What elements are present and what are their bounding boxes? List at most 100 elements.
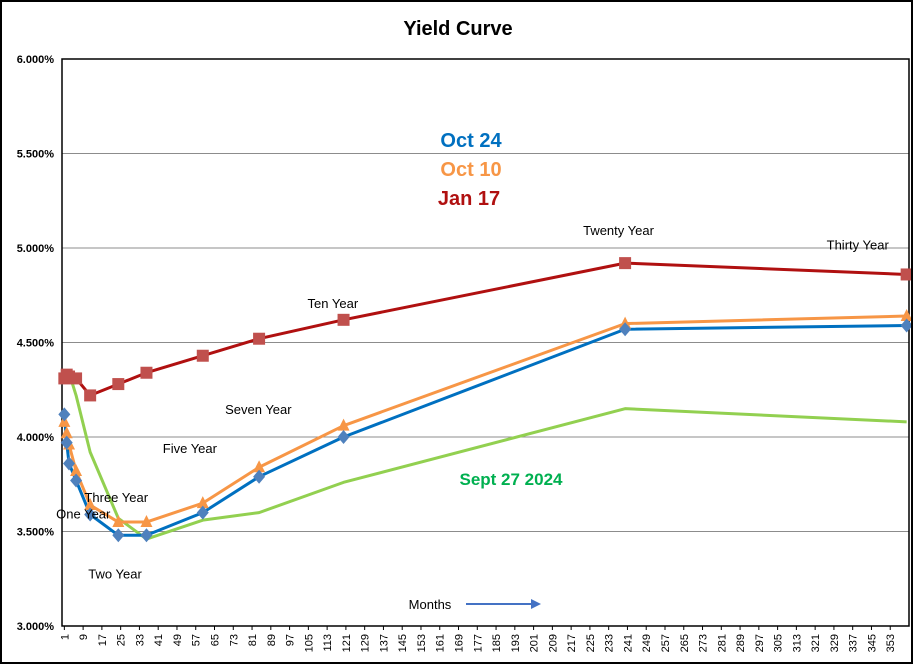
annotation-one-year: One Year xyxy=(56,506,111,521)
axes xyxy=(61,58,910,627)
x-tick-label: 297 xyxy=(754,634,766,652)
y-tick-label: 5.000% xyxy=(17,243,55,255)
marker-oct-24 xyxy=(196,505,209,520)
y-tick-label: 4.500% xyxy=(17,338,55,350)
x-tick-label: 145 xyxy=(397,634,409,652)
x-tick-label: 353 xyxy=(885,634,897,652)
marker-oct-10 xyxy=(84,498,97,511)
marker-jan-17 xyxy=(337,313,350,326)
marker-oct-24 xyxy=(140,528,153,543)
plot-area-border xyxy=(61,58,910,627)
annotation-ten-year: Ten Year xyxy=(308,296,359,311)
series-markers xyxy=(58,257,911,543)
annotation-seven-year: Seven Year xyxy=(225,402,292,417)
x-tick-label: 265 xyxy=(679,634,691,652)
annotation-three-year: Three Year xyxy=(84,490,148,505)
marker-oct-24 xyxy=(70,473,83,488)
legend-oct-10: Oct 10 xyxy=(440,159,501,181)
series-lines xyxy=(62,261,907,541)
x-tick-label: 217 xyxy=(566,634,578,652)
x-axis-title: Months xyxy=(409,597,452,612)
x-tick-label: 41 xyxy=(153,634,165,646)
y-axis-tick-labels: 3.000% 3.500% 4.000% 4.500% 5.000% 5.500% 6.00… xyxy=(17,54,55,633)
marker-oct-24 xyxy=(337,430,350,444)
marker-oct-10 xyxy=(196,496,209,509)
x-tick-label: 209 xyxy=(547,634,559,652)
x-tick-label: 201 xyxy=(529,634,541,652)
x-tick-label: 89 xyxy=(266,634,278,646)
marker-jan-17 xyxy=(619,257,632,270)
x-tick-label: 273 xyxy=(698,634,710,652)
marker-oct-10 xyxy=(253,460,266,473)
annotation-five-year: Five Year xyxy=(163,441,218,456)
x-tick-label: 153 xyxy=(416,634,428,652)
months-arrow-head-icon xyxy=(531,599,541,609)
x-tick-label: 105 xyxy=(303,634,315,652)
x-tick-label: 137 xyxy=(378,634,390,652)
x-tick-label: 121 xyxy=(341,634,353,652)
marker-oct-10 xyxy=(337,418,350,431)
x-tick-label: 257 xyxy=(660,634,672,652)
point-annotations: One Year Two Year Three Year Five Year Seven… xyxy=(56,223,889,581)
marker-oct-10 xyxy=(140,515,153,528)
x-tick-label: 249 xyxy=(641,634,653,652)
x-tick-label: 193 xyxy=(510,634,522,652)
x-tick-label: 33 xyxy=(134,634,146,646)
x-tick-label: 345 xyxy=(866,634,878,652)
x-tick-label: 73 xyxy=(228,634,240,646)
y-tick-label: 4.000% xyxy=(17,432,55,444)
marker-jan-17 xyxy=(70,372,83,385)
x-tick-label: 329 xyxy=(829,634,841,652)
series-line-oct-24 xyxy=(62,323,907,537)
x-tick-label: 81 xyxy=(247,634,259,646)
x-tick-label: 241 xyxy=(622,634,634,652)
marker-oct-10 xyxy=(900,309,911,322)
marker-oct-24 xyxy=(84,507,97,522)
marker-jan-17 xyxy=(84,389,97,402)
y-tick-label: 3.000% xyxy=(17,621,55,633)
x-tick-label: 337 xyxy=(848,634,860,652)
x-tick-label: 97 xyxy=(285,634,297,646)
x-tick-label: 233 xyxy=(604,634,616,652)
x-tick-label: 113 xyxy=(322,634,334,652)
x-tick-label: 25 xyxy=(116,634,128,646)
x-tick-label: 17 xyxy=(97,634,109,646)
marker-jan-17 xyxy=(253,332,266,345)
marker-oct-10 xyxy=(70,464,83,477)
x-axis-title-group: Months xyxy=(409,597,541,612)
x-tick-label: 321 xyxy=(810,634,822,652)
marker-oct-24 xyxy=(60,435,73,450)
marker-oct-24 xyxy=(63,456,76,471)
marker-oct-10 xyxy=(112,515,125,528)
marker-jan-17 xyxy=(112,378,125,391)
marker-oct-24 xyxy=(112,528,125,543)
x-tick-label: 9 xyxy=(78,634,90,640)
marker-jan-17 xyxy=(900,268,911,281)
chart-title: Yield Curve xyxy=(403,18,512,40)
x-tick-label: 1 xyxy=(59,634,71,640)
series-line-oct-10 xyxy=(62,314,907,524)
annotation-two-year: Two Year xyxy=(88,566,142,581)
marker-oct-24 xyxy=(619,322,632,337)
marker-oct-24 xyxy=(900,318,911,333)
x-tick-label: 313 xyxy=(791,634,803,652)
x-tick-label: 185 xyxy=(491,634,503,652)
legend-oct-24: Oct 24 xyxy=(440,130,502,152)
x-tick-label: 305 xyxy=(773,634,785,652)
x-tick-label: 129 xyxy=(360,634,372,652)
marker-oct-24 xyxy=(58,407,71,422)
x-tick-label: 177 xyxy=(472,634,484,652)
x-tick-label: 49 xyxy=(172,634,184,646)
y-tick-label: 5.500% xyxy=(17,149,55,161)
y-tick-label: 6.000% xyxy=(17,54,55,66)
x-axis-tick-labels: 1 9 17 25 33 41 49 57 65 73 81 89 97 105 113 121 129 137 1… xyxy=(59,626,897,652)
legend: Oct 24 Oct 10 Jan 17 Sept 27 2024 xyxy=(438,130,563,489)
annotation-thirty-year: Thirty Year xyxy=(827,237,890,252)
marker-jan-17 xyxy=(140,366,153,379)
marker-oct-24 xyxy=(253,469,266,484)
legend-sept-27-2024: Sept 27 2024 xyxy=(459,470,563,489)
x-tick-label: 225 xyxy=(585,634,597,652)
x-tick-label: 161 xyxy=(435,634,447,652)
